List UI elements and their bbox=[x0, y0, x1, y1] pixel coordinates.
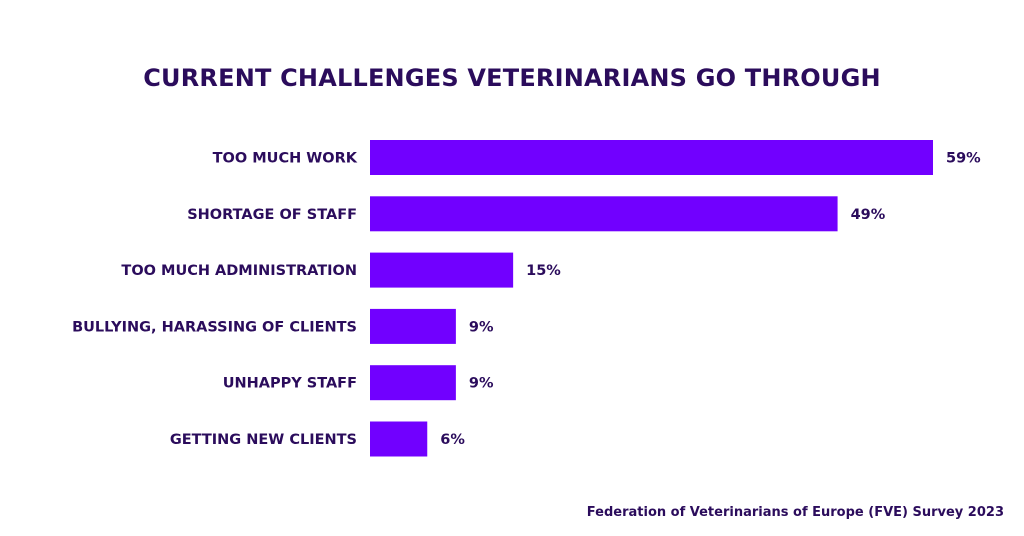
bar bbox=[370, 196, 838, 232]
value-label: 9% bbox=[469, 376, 494, 392]
value-label: 49% bbox=[851, 207, 886, 223]
category-label: GETTING NEW CLIENTS bbox=[170, 432, 357, 448]
value-label: 6% bbox=[440, 432, 465, 448]
bar bbox=[370, 252, 514, 288]
category-label: UNHAPPY STAFF bbox=[223, 376, 357, 392]
bar bbox=[370, 308, 456, 344]
category-label: BULLYING, HARASSING OF CLIENTS bbox=[72, 319, 357, 335]
value-label: 59% bbox=[946, 151, 981, 167]
category-label: SHORTAGE OF STAFF bbox=[187, 207, 357, 223]
source-note: Federation of Veterinarians of Europe (F… bbox=[586, 505, 1004, 520]
category-label: TOO MUCH WORK bbox=[213, 151, 358, 167]
chart-title: CURRENT CHALLENGES VETERINARIANS GO THRO… bbox=[143, 64, 881, 92]
bar bbox=[370, 421, 428, 457]
bar bbox=[370, 140, 933, 175]
value-label: 9% bbox=[469, 319, 494, 335]
value-label: 15% bbox=[526, 263, 561, 279]
category-label: TOO MUCH ADMINISTRATION bbox=[121, 263, 357, 279]
bar bbox=[370, 365, 456, 401]
